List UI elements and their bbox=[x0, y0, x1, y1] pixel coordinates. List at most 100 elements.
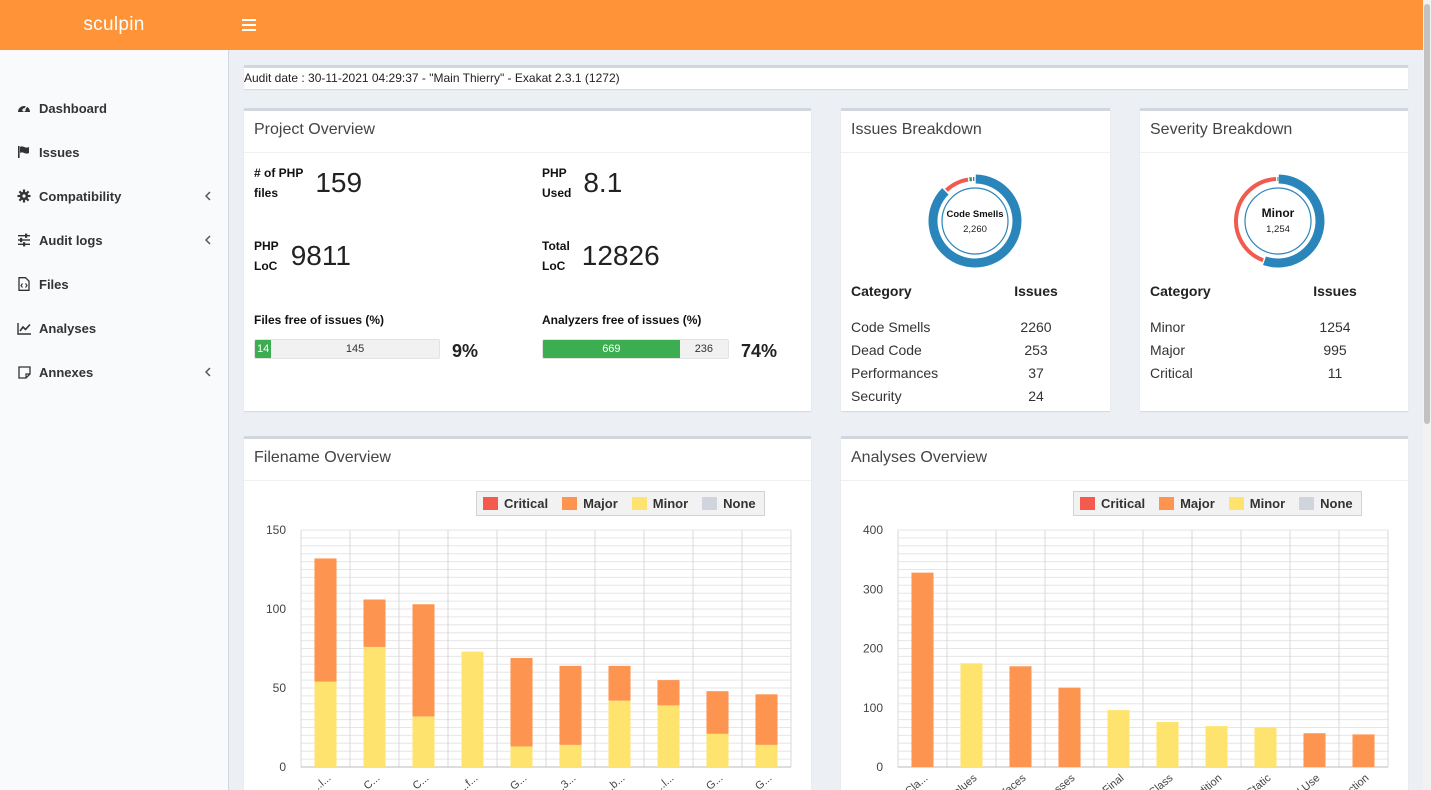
project-overview-box: Project Overview # of PHP files 159 PHP Us… bbox=[244, 108, 811, 411]
bar-segment-minor[interactable] bbox=[461, 651, 484, 767]
row-category: Performances bbox=[851, 364, 939, 381]
file-code-icon bbox=[16, 276, 32, 292]
box-title: Analyses Overview bbox=[841, 439, 1408, 481]
legend-item-minor[interactable]: Minor bbox=[1228, 496, 1285, 511]
stat-php-used: PHP Used 8.1 bbox=[542, 163, 622, 203]
table-header: Category Issues bbox=[1150, 283, 1400, 307]
bar-segment-minor[interactable] bbox=[960, 663, 983, 767]
bar-segment-major[interactable] bbox=[1009, 666, 1032, 767]
bar-segment-major[interactable] bbox=[755, 694, 778, 745]
sidebar-item-label: Audit logs bbox=[39, 232, 103, 248]
sidebar-item-label: Annexes bbox=[39, 364, 94, 380]
row-category: Major bbox=[1150, 341, 1186, 358]
issues-breakdown-table: Category Issues Code Smells 2260 Dead Cod… bbox=[851, 283, 1101, 407]
x-tick-label: ...faces bbox=[994, 772, 1029, 790]
issues-donut-chart[interactable]: Code Smells 2,260 bbox=[925, 171, 1025, 271]
bar-segment-minor[interactable] bbox=[1254, 727, 1277, 767]
sidebar-item-files[interactable]: Files bbox=[0, 262, 228, 306]
progress-notfree-segment: 145 bbox=[345, 343, 365, 355]
bar-segment-minor[interactable] bbox=[412, 716, 435, 767]
table-row: Major 995 bbox=[1150, 338, 1400, 361]
legend-swatch bbox=[1080, 497, 1095, 510]
stat-value: 9811 bbox=[290, 240, 351, 271]
x-tick-label: ...b... bbox=[601, 772, 627, 790]
legend-item-critical[interactable]: Critical bbox=[1080, 496, 1145, 511]
stat-label: Used bbox=[542, 186, 572, 200]
x-tick-label: ...asses bbox=[1041, 772, 1078, 790]
sidebar-item-annexes[interactable]: Annexes bbox=[0, 350, 228, 394]
donut-slice-minor[interactable] bbox=[1263, 174, 1325, 268]
bar-segment-major[interactable] bbox=[911, 572, 934, 767]
x-tick-label: ...Values bbox=[940, 772, 980, 790]
brand-logo[interactable]: sculpin bbox=[83, 14, 145, 35]
donut-center-value: 2,260 bbox=[963, 224, 987, 235]
box-title: Issues Breakdown bbox=[841, 111, 1110, 153]
legend-item-major[interactable]: Major bbox=[562, 496, 618, 511]
bar-segment-minor[interactable] bbox=[657, 705, 680, 767]
donut-slice-major[interactable] bbox=[1234, 177, 1277, 263]
bar-segment-major[interactable] bbox=[510, 657, 533, 747]
sidebar-item-dashboard[interactable]: Dashboard bbox=[0, 86, 228, 130]
sidebar-item-analyses[interactable]: Analyses bbox=[0, 306, 228, 350]
table-row: Performances 37 bbox=[851, 361, 1101, 384]
files-free-progress: 14 145 bbox=[254, 339, 440, 359]
sidebar-item-issues[interactable]: Issues bbox=[0, 130, 228, 174]
bar-segment-minor[interactable] bbox=[510, 746, 533, 767]
sidebar-item-compatibility[interactable]: Compatibility bbox=[0, 174, 228, 218]
table-row: Code Smells 2260 bbox=[851, 315, 1101, 338]
table-header: Category Issues bbox=[851, 283, 1101, 307]
y-tick-label: 150 bbox=[266, 523, 286, 537]
bar-segment-major[interactable] bbox=[1352, 734, 1375, 767]
analyses-overview-box: Analyses Overview Critical Major Minor N… bbox=[841, 436, 1408, 790]
bar-segment-minor[interactable] bbox=[363, 646, 386, 767]
bar-segment-major[interactable] bbox=[608, 665, 631, 701]
bar-segment-major[interactable] bbox=[1058, 687, 1081, 767]
bar-segment-minor[interactable] bbox=[1205, 726, 1228, 767]
stat-label: LoC bbox=[542, 259, 566, 273]
bar-segment-major[interactable] bbox=[363, 599, 386, 647]
y-tick-label: 300 bbox=[863, 582, 883, 596]
bar-segment-major[interactable] bbox=[706, 691, 729, 734]
x-tick-label: C... bbox=[411, 772, 432, 790]
y-tick-label: 100 bbox=[863, 701, 883, 715]
x-tick-label: ...Final bbox=[1093, 772, 1126, 790]
sidebar-item-audit-logs[interactable]: Audit logs bbox=[0, 218, 228, 262]
bar-segment-minor[interactable] bbox=[559, 744, 582, 767]
bar-segment-major[interactable] bbox=[657, 680, 680, 706]
box-title: Project Overview bbox=[244, 111, 811, 153]
bar-segment-major[interactable] bbox=[314, 558, 337, 682]
row-category: Minor bbox=[1150, 318, 1186, 335]
legend-swatch bbox=[1299, 497, 1315, 510]
severity-breakdown-table: Category Issues Minor 1254 Major 995 Criti… bbox=[1150, 283, 1400, 384]
sticky-note-icon bbox=[16, 364, 32, 380]
row-category: Code Smells bbox=[851, 318, 931, 335]
bar-segment-minor[interactable] bbox=[1156, 721, 1179, 767]
legend-swatch bbox=[483, 497, 498, 510]
analyzers-free-percent: 74% bbox=[741, 341, 778, 361]
donut-slice-code-smells[interactable] bbox=[928, 174, 1022, 268]
severity-donut-chart[interactable]: Minor 1,254 bbox=[1228, 171, 1328, 271]
x-tick-label: ...d Use bbox=[1286, 772, 1323, 790]
bar-segment-minor[interactable] bbox=[1107, 710, 1130, 767]
legend-item-minor[interactable]: Minor bbox=[631, 496, 688, 511]
legend-item-major[interactable]: Major bbox=[1159, 496, 1215, 511]
bar-segment-major[interactable] bbox=[559, 665, 582, 745]
donut-slice-dead-code[interactable] bbox=[945, 177, 969, 192]
bar-segment-minor[interactable] bbox=[314, 681, 337, 767]
y-tick-label: 0 bbox=[876, 760, 883, 774]
sidebar-item-label: Dashboard bbox=[39, 100, 107, 116]
page-scrollbar[interactable] bbox=[1423, 0, 1431, 790]
legend-item-critical[interactable]: Critical bbox=[483, 496, 548, 511]
stat-value: 159 bbox=[315, 167, 363, 198]
chevron-left-icon bbox=[202, 232, 214, 248]
legend-label: Major bbox=[583, 496, 618, 511]
bar-segment-minor[interactable] bbox=[706, 733, 729, 767]
menu-toggle-icon[interactable] bbox=[238, 12, 260, 38]
bar-segment-major[interactable] bbox=[1303, 733, 1326, 767]
scrollbar-thumb[interactable] bbox=[1424, 4, 1430, 424]
bar-segment-minor[interactable] bbox=[755, 744, 778, 767]
bar-segment-minor[interactable] bbox=[608, 700, 631, 767]
legend-item-none[interactable]: None bbox=[702, 496, 756, 511]
legend-item-none[interactable]: None bbox=[1299, 496, 1353, 511]
bar-segment-major[interactable] bbox=[412, 604, 435, 717]
